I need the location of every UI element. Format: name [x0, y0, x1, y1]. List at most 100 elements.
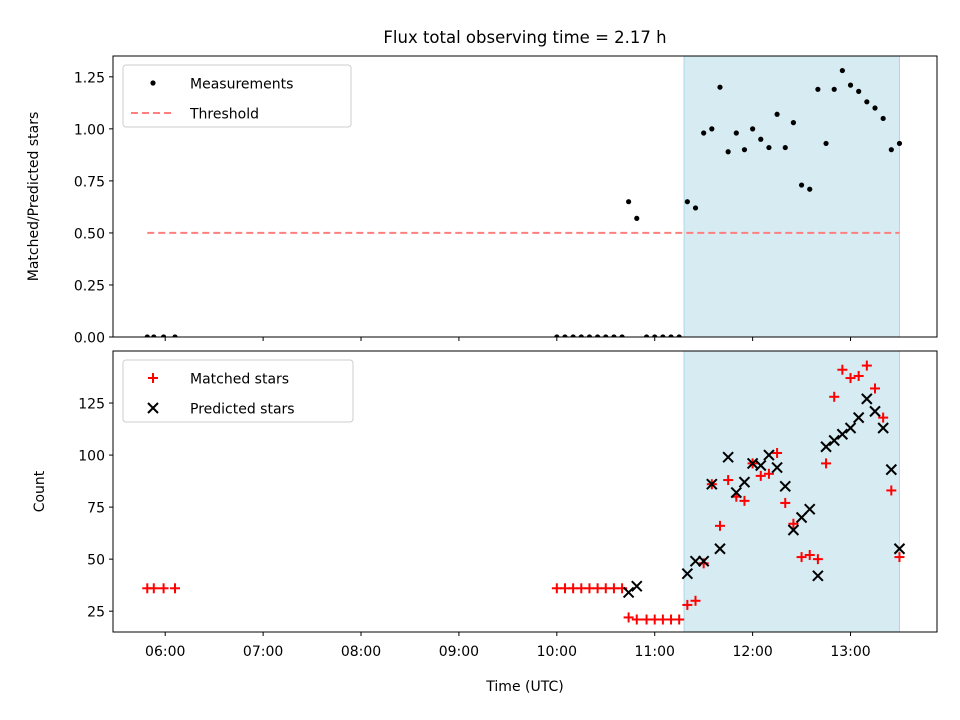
measurement-point	[839, 67, 845, 74]
measurement-point	[160, 334, 167, 337]
measurement-point	[831, 86, 837, 92]
measurement-point	[570, 334, 576, 337]
predicted-stars-point	[804, 503, 816, 515]
predicted-stars-point	[836, 428, 849, 440]
measurement-point	[676, 334, 682, 337]
measurement-point	[807, 186, 813, 192]
y-tick-label: 1.25	[74, 70, 105, 86]
x-axis-label: Time (UTC)	[485, 679, 563, 695]
predicted-stars-point	[820, 441, 832, 453]
legend-marker-predicted-stars	[147, 402, 159, 414]
y-tick-label: 75	[87, 501, 105, 517]
x-tick-label: 13:00	[830, 644, 870, 660]
predicted-stars-point	[631, 580, 643, 592]
matched-stars-point	[682, 599, 693, 610]
matched-stars-point	[796, 552, 807, 563]
measurement-point	[692, 205, 699, 211]
matched-stars-point	[780, 497, 791, 508]
measurement-point	[864, 99, 870, 105]
matched-stars-point	[755, 470, 766, 481]
x-tick-label: 11:00	[635, 644, 675, 660]
measurement-point	[823, 140, 829, 147]
legend-label-matched-stars: Matched stars	[190, 372, 289, 388]
y-tick-label: 100	[78, 449, 105, 465]
measurement-point	[586, 334, 593, 337]
measurement-point	[888, 147, 894, 153]
matched-stars-point	[158, 583, 169, 594]
y-tick-label: 1.00	[74, 122, 105, 138]
predicted-stars-point	[706, 478, 718, 490]
observing-window-shade	[683, 350, 900, 633]
measurement-point	[701, 130, 707, 136]
predicted-stars-point	[861, 393, 873, 405]
predicted-stars-point	[681, 568, 694, 580]
x-tick-label: 08:00	[341, 644, 381, 660]
matched-stars-point	[804, 549, 815, 560]
predicted-stars-point	[812, 570, 824, 582]
predicted-stars-point	[893, 543, 906, 555]
matched-stars-point	[739, 495, 750, 506]
legend: Matched stars Predicted stars	[122, 359, 354, 423]
panel-flux-ratio: 0.00 0.25 0.50 0.75 1.00 1.25 Matched/Predicte…	[26, 55, 938, 347]
matched-stars-point	[674, 614, 685, 625]
y-tick-label: 0.25	[74, 278, 105, 294]
measurement-point	[634, 215, 640, 221]
predicted-stars-point	[779, 480, 791, 493]
measurement-point	[896, 140, 903, 147]
measurement-point	[595, 334, 601, 337]
matched-stars-point	[714, 520, 725, 531]
matched-stars-point	[812, 554, 823, 565]
matched-stars-point	[631, 614, 642, 625]
measurement-point	[774, 111, 780, 117]
measurement-point	[733, 130, 739, 136]
matched-stars-point	[861, 360, 872, 371]
legend: Measurements Threshold	[122, 64, 352, 128]
panel-star-counts: 25 50 75 100 125 Count 06:00 07:00 08:00 09:00 10:…	[32, 350, 938, 695]
matched-stars-point	[772, 447, 783, 458]
predicted-stars-point	[869, 405, 881, 418]
matched-stars-point	[690, 595, 701, 606]
matched-stars-point	[894, 552, 905, 563]
x-tick-label: 12:00	[732, 644, 772, 660]
measurement-point	[660, 334, 666, 337]
measurement-point	[668, 334, 674, 337]
predicted-stars-point	[763, 449, 775, 461]
measurement-point	[847, 82, 854, 88]
x-tick-label: 09:00	[439, 644, 479, 660]
measurement-point	[684, 199, 690, 205]
plot-area	[142, 360, 906, 625]
measurement-point	[815, 86, 821, 92]
matched-stars-point	[886, 485, 897, 496]
axes-frame	[112, 350, 938, 633]
matched-stars-point	[829, 391, 840, 402]
measurement-point	[741, 147, 748, 153]
measurement-point	[578, 334, 584, 337]
predicted-stars-point	[730, 486, 743, 499]
chart-title: Flux total observing time = 2.17 h	[383, 28, 666, 47]
measurement-point	[856, 88, 862, 94]
predicted-stars-point	[689, 555, 702, 567]
matched-stars-point	[853, 370, 864, 381]
measurement-point	[790, 120, 797, 126]
matched-stars-point	[170, 583, 181, 594]
y-tick-label: 0.75	[74, 174, 105, 190]
legend-box	[122, 359, 354, 423]
measurement-point	[709, 126, 715, 132]
measurement-point	[611, 334, 617, 337]
measurement-point	[619, 334, 625, 337]
axes-frame	[112, 55, 938, 338]
plot-area	[144, 67, 903, 337]
measurement-point	[151, 334, 157, 337]
matched-stars-point	[821, 458, 832, 469]
matched-stars-point	[623, 612, 634, 623]
y-tick-label: 25	[87, 605, 105, 621]
matched-stars-point	[845, 373, 856, 384]
measurement-point	[782, 144, 788, 151]
predicted-stars-point	[877, 422, 889, 434]
matched-stars-point	[723, 475, 734, 486]
measurement-point	[562, 334, 568, 337]
matched-stars-point	[763, 468, 774, 479]
y-axis-label: Matched/Predicted stars	[26, 112, 42, 282]
x-tick-label: 07:00	[243, 644, 283, 660]
